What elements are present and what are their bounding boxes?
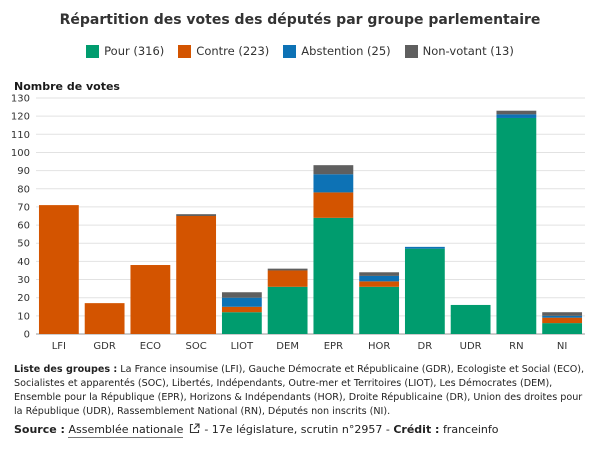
x-tick-label: UDR [460,341,482,352]
legend-label-contre: Contre (223) [196,44,270,58]
legend-swatch-non-votant [404,44,418,58]
bar-segment-contre-liot [221,306,262,313]
x-tick-label: GDR [93,341,115,352]
bar-segment-abstention-dr [404,246,445,249]
x-tick-label: DEM [276,341,299,352]
bar-segment-pour-ni [542,323,583,334]
legend-swatch-contre [178,44,192,58]
bar-segment-non-votant-liot [221,292,262,298]
bar-segment-contre-ni [542,317,583,324]
bar-segment-pour-dr [404,248,445,334]
bar-segment-non-votant-rn [496,110,537,115]
source-detail: - 17e législature, scrutin n°2957 - [204,423,390,436]
y-tick-label: 10 [17,311,30,322]
x-tick-label: EPR [324,341,343,352]
x-tick-label: LIOT [231,341,254,352]
bar-segment-pour-liot [221,312,262,334]
x-tick-label: ECO [140,341,161,352]
bar-segment-pour-hor [359,286,400,334]
y-axis-label: Nombre de votes [14,80,120,93]
bar-segment-contre-dem [267,270,308,287]
bar-segment-abstention-epr [313,174,354,193]
y-tick-label: 100 [11,148,30,159]
legend-label-pour: Pour (316) [104,44,165,58]
bar-segment-abstention-ni [542,315,583,318]
x-tick-label: LFI [52,341,66,352]
bar-segment-abstention-rn [496,114,537,118]
bar-segment-non-votant-epr [313,165,354,175]
bar-segment-pour-udr [450,304,491,334]
bar-segment-non-votant-ni [542,312,583,316]
x-tick-label: HOR [368,341,390,352]
y-tick-label: 80 [17,184,30,195]
x-tick-label: NI [557,341,567,352]
x-tick-label: RN [509,341,523,352]
bar-segment-non-votant-hor [359,272,400,276]
chart-title: Répartition des votes des députés par gr… [59,12,541,28]
legend-swatch-abstention [283,44,297,58]
source-link[interactable]: Assemblée nationale [68,423,184,438]
source-line: Source : Assemblée nationale - 17e législ… [14,423,588,438]
groups-footnote: Liste des groupes : La France insoumise … [14,363,588,419]
bar-segment-pour-epr [313,217,354,334]
legend-item-pour[interactable]: Pour (316) [86,44,164,58]
bar-segment-pour-rn [496,117,537,334]
bar-segment-abstention-liot [221,297,262,307]
footnote-label: Liste des groupes : [14,364,118,375]
bar-segment-non-votant-dem [267,268,308,271]
y-tick-label: 30 [17,275,30,286]
legend-swatch-pour [86,44,100,58]
x-tick-label: DR [418,341,433,352]
y-tick-label: 130 [11,94,30,105]
y-tick-label: 110 [11,130,30,141]
chart-legend: Pour (316) Contre (223) Abstention (25) … [0,44,600,58]
y-tick-label: 0 [24,330,30,341]
legend-label-abstention: Abstention (25) [301,44,391,58]
bar-segment-contre-epr [313,192,354,218]
bar-segment-contre-lfi [38,205,79,334]
bar-segment-contre-eco [130,265,171,334]
legend-label-non-votant: Non-votant (13) [422,44,514,58]
x-tick-label: SOC [186,341,207,352]
bar-segment-contre-soc [176,216,217,334]
legend-item-abstention[interactable]: Abstention (25) [283,44,391,58]
y-tick-label: 90 [17,166,30,177]
source-label: Source : [14,423,65,436]
y-tick-label: 70 [17,202,30,213]
legend-item-non-votant[interactable]: Non-votant (13) [404,44,514,58]
bar-segment-non-votant-soc [176,214,217,216]
y-tick-label: 20 [17,293,30,304]
y-tick-label: 120 [11,112,30,123]
bar-segment-pour-dem [267,286,308,334]
stacked-bar-chart: 0 10 20 30 40 50 60 70 80 90 100 110 120 130 LFI GDR ECO… [11,94,585,352]
bar-segment-contre-gdr [84,303,125,334]
y-tick-label: 60 [17,221,30,232]
legend-item-contre[interactable]: Contre (223) [178,44,269,58]
credit-value: franceinfo [442,423,499,436]
external-link-icon[interactable] [189,423,200,437]
footnote-text: La France insoumise (LFI), Gauche Démocr… [14,364,585,417]
bar-segment-contre-hor [359,281,400,287]
credit-label: Crédit : [393,423,440,436]
y-tick-label: 50 [17,239,30,250]
y-tick-label: 40 [17,257,30,268]
bar-segment-abstention-hor [359,275,400,282]
